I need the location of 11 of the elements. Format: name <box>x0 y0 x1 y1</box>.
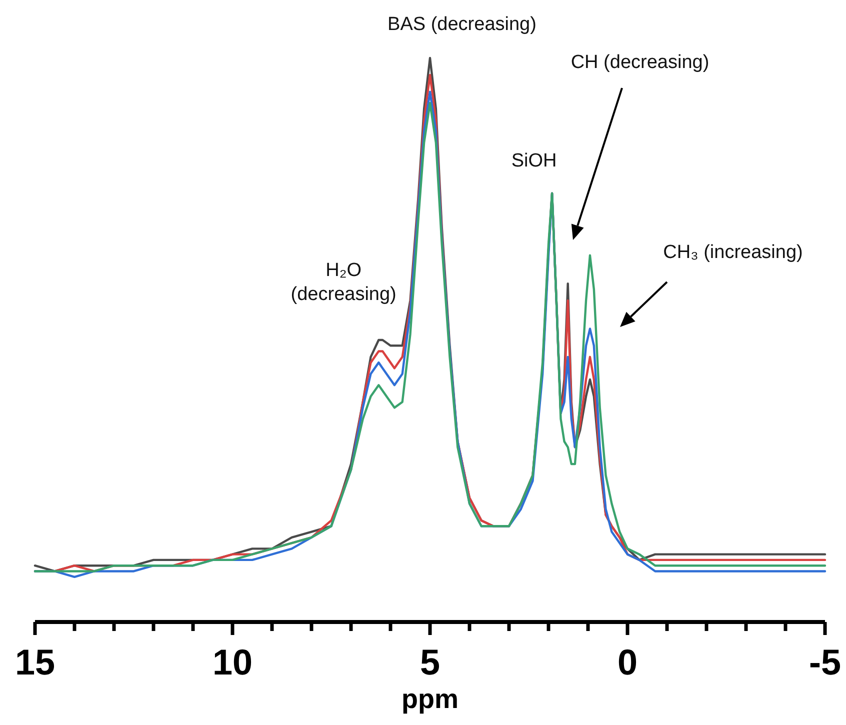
annotation: BAS (decreasing) <box>388 14 536 35</box>
x-tick-label: 5 <box>420 642 440 683</box>
x-tick-label: 15 <box>14 642 56 683</box>
x-axis-title: ppm <box>402 684 458 714</box>
x-tick-label: 0 <box>617 642 638 683</box>
x-tick-label: 10 <box>212 642 253 683</box>
annotation: CH (decreasing) <box>570 52 710 73</box>
annotation: H₂O (decreasing) <box>290 260 396 305</box>
annotation: SiOH <box>511 150 557 172</box>
annotation: CH₃ (increasing) <box>663 242 803 263</box>
x-tick-label: -5 <box>808 642 842 683</box>
